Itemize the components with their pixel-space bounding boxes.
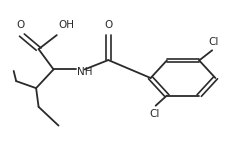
Text: O: O: [104, 20, 113, 30]
Text: OH: OH: [58, 20, 74, 30]
Text: O: O: [16, 20, 25, 30]
Text: Cl: Cl: [208, 37, 219, 47]
Text: NH: NH: [77, 67, 93, 77]
Text: Cl: Cl: [149, 109, 160, 119]
